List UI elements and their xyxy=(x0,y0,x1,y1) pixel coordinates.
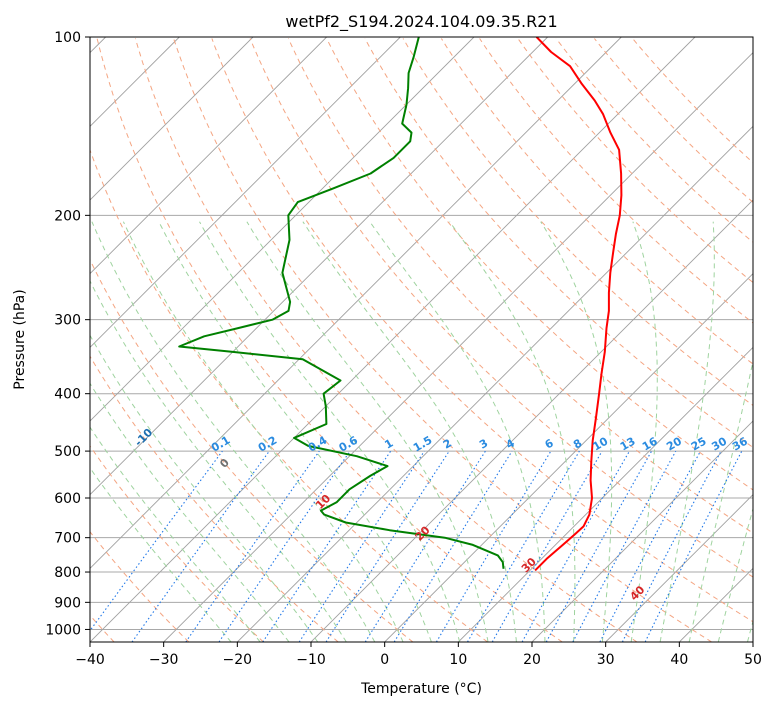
x-tick-label: −10 xyxy=(296,652,326,668)
chart-title: wetPf2_S194.2024.104.09.35.R21 xyxy=(285,12,557,32)
x-tick-label: −40 xyxy=(75,652,105,668)
y-tick-label: 700 xyxy=(54,531,81,547)
x-tick-label: −30 xyxy=(149,652,179,668)
y-tick-label: 300 xyxy=(54,313,81,329)
x-tick-label: 30 xyxy=(597,652,615,668)
y-tick-label: 100 xyxy=(54,30,81,46)
y-tick-label: 1000 xyxy=(45,622,81,638)
x-tick-label: 0 xyxy=(380,652,389,668)
y-tick-label: 800 xyxy=(54,565,81,581)
y-tick-label: 400 xyxy=(54,387,81,403)
x-tick-label: 20 xyxy=(523,652,541,668)
y-tick-label: 500 xyxy=(54,444,81,460)
x-tick-label: −20 xyxy=(223,652,253,668)
y-axis-label: Pressure (hPa) xyxy=(12,289,28,389)
y-tick-label: 900 xyxy=(54,595,81,611)
x-tick-label: 50 xyxy=(744,652,762,668)
y-tick-label: 600 xyxy=(54,491,81,507)
x-axis-label: Temperature (°C) xyxy=(360,681,482,697)
x-tick-label: 40 xyxy=(670,652,688,668)
x-tick-label: 10 xyxy=(449,652,467,668)
y-tick-label: 200 xyxy=(54,208,81,224)
